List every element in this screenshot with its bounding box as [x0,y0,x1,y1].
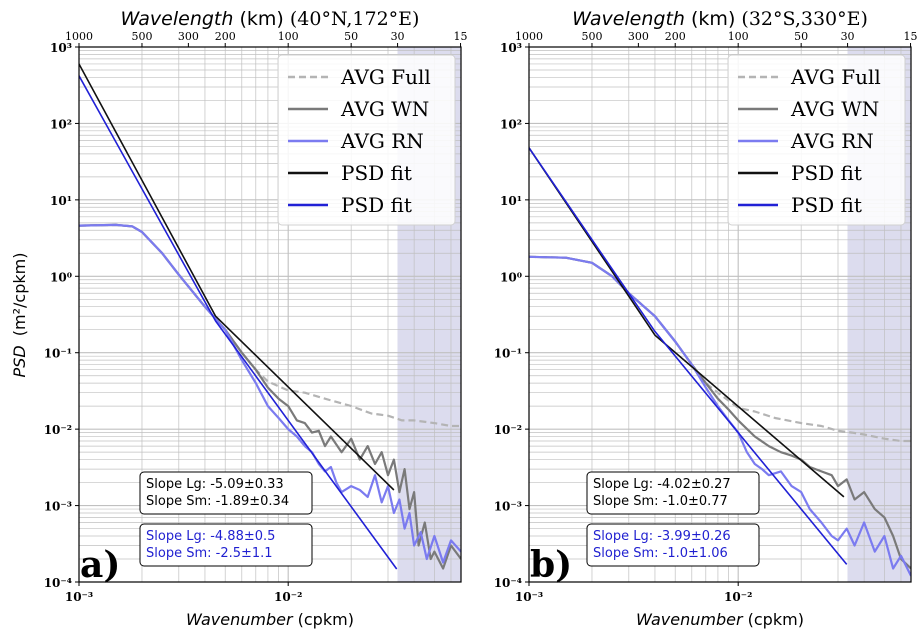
slope-box-blue-frame [139,523,313,567]
top-tick-label: 15 [454,30,468,43]
legend-label-0: AVG Full [340,65,431,89]
legend-label-2: AVG RN [790,129,874,153]
top-tick-label: 30 [841,30,855,43]
top-tick-label: 100 [728,30,749,43]
y-tick-label: 10¹ [50,194,72,208]
y-tick-label: 10⁰ [500,270,522,284]
legend-label-4: PSD fit [791,193,862,217]
slope-box-black-frame [586,471,760,515]
x-axis-label-units: (cpkm) [748,610,804,629]
panel-location: (40°N,172°E) [290,8,420,30]
slope-box-black: Slope Lg: -4.02±0.27 Slope Sm: -1.0±0.77 [586,471,760,515]
legend-box [727,54,906,226]
series-line-3 [79,63,395,491]
series-line-2 [529,255,911,577]
top-axis-title-italic: Wavelength [121,8,240,30]
y-tick-label: 10² [50,117,72,131]
panel-letter: a) [80,544,120,586]
x-axis-label-italic: Wavenumber [636,610,748,629]
top-tick-label: 200 [665,30,686,43]
y-tick-label: 10⁻² [494,423,522,437]
legend: AVG Full AVG WN AVG RN PSD fit PSD fit [727,54,906,226]
slope-black-line-1: Slope Sm: -1.0±0.77 [593,494,728,509]
legend-label-3: PSD fit [791,161,862,185]
top-tick-label: 1000 [515,30,543,43]
legend-label-1: AVG WN [340,97,429,121]
slope-black-line-0: Slope Lg: -4.02±0.27 [593,477,731,492]
slope-box-black-frame [139,471,313,515]
y-tick-label: 10³ [500,41,522,55]
slope-black-line-1: Slope Sm: -1.89±0.34 [146,494,289,509]
x-tick-label: 10⁻² [724,590,752,604]
x-axis-label-units: (cpkm) [298,610,354,629]
series-lines [79,63,461,570]
series-line-4 [529,147,848,565]
panel-location: (32°S,330°E) [741,8,868,30]
top-axis-title: Wavelength (km) (32°S,330°E) [572,8,868,30]
y-tick-label: 10³ [50,41,72,55]
top-tick-label: 15 [904,30,918,43]
panel-letter: b) [530,544,572,586]
top-tick-label: 1000 [65,30,93,43]
top-tick-label: 50 [794,30,808,43]
slope-blue-line-1: Slope Sm: -1.0±1.06 [593,546,728,561]
y-tick-label: 10⁰ [50,270,72,284]
y-tick-label: 10⁻⁴ [494,576,522,590]
top-tick-label: 300 [628,30,649,43]
slope-box-black: Slope Lg: -5.09±0.33 Slope Sm: -1.89±0.34 [139,471,313,515]
series-line-2 [79,223,461,564]
y-tick-label: 10⁻¹ [44,347,72,361]
y-axis-label: PSD (m²/cpkm) [10,253,29,378]
legend-label-3: PSD fit [341,161,412,185]
legend-label-4: PSD fit [341,193,412,217]
top-axis-title: Wavelength (km) (40°N,172°E) [121,8,420,30]
top-tick-label: 300 [178,30,199,43]
slope-box-blue: Slope Lg: -4.88±0.5 Slope Sm: -2.5±1.1 [139,523,313,567]
slope-blue-line-0: Slope Lg: -4.88±0.5 [146,529,275,544]
top-axis-title-units: (km) [691,8,741,30]
axes-frame [528,46,912,583]
y-tick-label: 10² [500,117,522,131]
series-line-4 [79,75,398,570]
slope-black-line-0: Slope Lg: -5.09±0.33 [146,477,284,492]
y-tick-label: 10⁻¹ [494,347,522,361]
top-axis-title-units: (km) [239,8,289,30]
y-tick-label: 10¹ [500,194,522,208]
x-axis-label: Wavenumber (cpkm) [636,610,804,629]
top-tick-label: 30 [391,30,405,43]
x-axis-label-italic: Wavenumber [186,610,298,629]
slope-box-blue-frame [586,523,760,567]
y-tick-label: 10⁻² [44,423,72,437]
x-tick-label: 10⁻² [274,590,302,604]
top-tick-label: 500 [131,30,152,43]
top-axis-title-italic: Wavelength [572,8,691,30]
x-axis-label: Wavenumber (cpkm) [186,610,354,629]
y-tick-label: 10⁻³ [494,500,522,514]
legend-label-0: AVG Full [790,65,881,89]
top-tick-label: 100 [278,30,299,43]
top-tick-label: 500 [581,30,602,43]
legend-label-2: AVG RN [340,129,424,153]
slope-blue-line-0: Slope Lg: -3.99±0.26 [593,529,731,544]
x-tick-label: 10⁻³ [65,590,93,604]
top-tick-label: 50 [344,30,358,43]
slope-box-blue: Slope Lg: -3.99±0.26 Slope Sm: -1.0±1.06 [586,523,760,567]
x-tick-label: 10⁻³ [515,590,543,604]
legend-box [277,54,456,226]
y-tick-label: 10⁻³ [44,500,72,514]
axes-frame [78,46,462,583]
top-tick-label: 200 [215,30,236,43]
legend-label-1: AVG WN [790,97,879,121]
slope-blue-line-1: Slope Sm: -2.5±1.1 [146,546,273,561]
y-tick-label: 10⁻⁴ [44,576,72,590]
legend: AVG Full AVG WN AVG RN PSD fit PSD fit [277,54,456,226]
series-lines [529,147,911,577]
